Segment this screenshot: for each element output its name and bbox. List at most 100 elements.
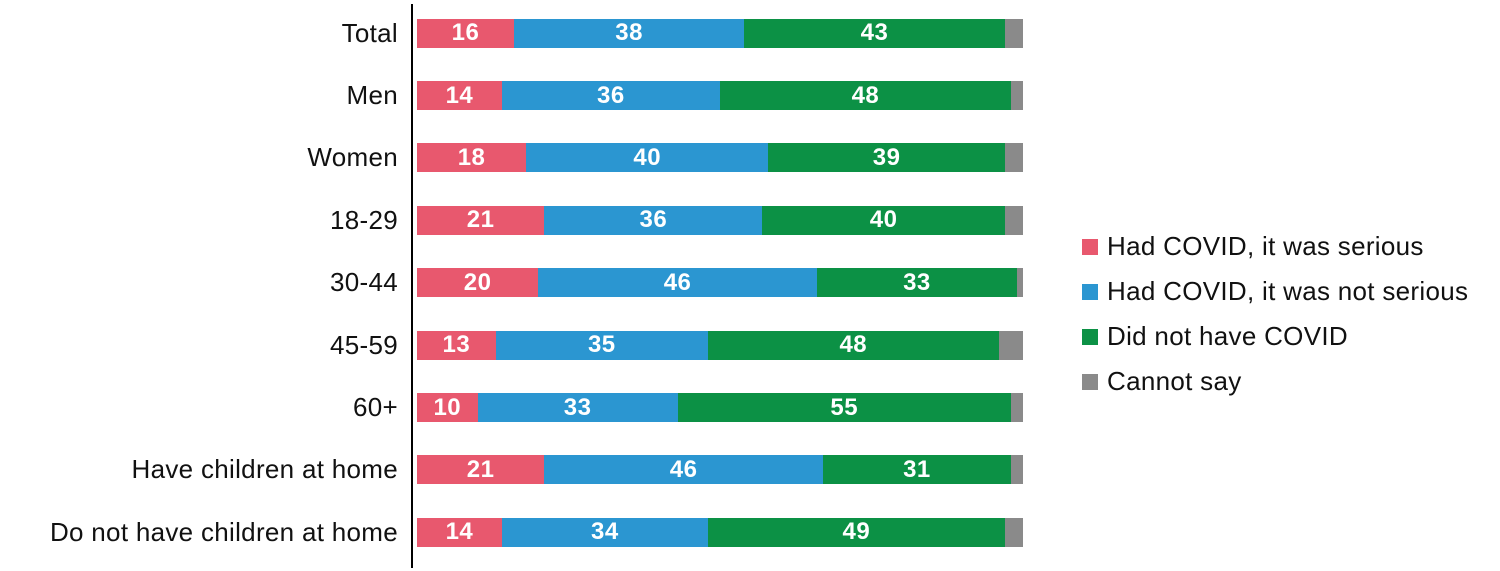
bar-segment: 46 — [544, 455, 823, 485]
chart-row: 45-59 13 35 48 — [0, 314, 1030, 376]
bar-segment: 36 — [544, 205, 763, 235]
segment-value-label: 10 — [433, 393, 462, 421]
bar-segment: 40 — [526, 143, 769, 173]
bar-segment: 13 — [417, 330, 496, 360]
category-label: 60+ — [352, 392, 398, 423]
chart-row: Men 14 36 48 — [0, 64, 1030, 126]
bar-segment — [1016, 268, 1023, 298]
segment-value-label: 34 — [590, 518, 619, 546]
bar-segment: 35 — [495, 330, 708, 360]
bar-segment: 48 — [707, 330, 999, 360]
bar-segment: 36 — [501, 81, 720, 111]
bar-segment — [1004, 517, 1023, 547]
bar-segment: 14 — [417, 517, 502, 547]
chart-row: Do not have children at home 14 34 49 — [0, 501, 1030, 563]
legend-item: Cannot say — [1082, 359, 1468, 404]
stacked-bar: 18 40 39 — [417, 143, 1023, 173]
segment-value-label: 14 — [445, 518, 474, 546]
y-axis-line — [411, 4, 413, 568]
stacked-bar: 20 46 33 — [417, 268, 1023, 298]
chart-legend: Had COVID, it was serious Had COVID, it w… — [1082, 224, 1468, 404]
category-label: Total — [341, 17, 398, 48]
bar-segment: 43 — [744, 18, 1005, 48]
segment-value-label: 48 — [851, 81, 880, 109]
bar-segment — [1010, 393, 1023, 423]
segment-value-label: 35 — [587, 331, 616, 359]
bar-segment: 20 — [417, 268, 539, 298]
bar-segment — [1004, 143, 1023, 173]
legend-label: Had COVID, it was not serious — [1107, 276, 1469, 306]
chart-row: 60+ 10 33 55 — [0, 376, 1030, 438]
chart-rows: Total 16 38 43 Men 14 36 48 Women 18 40 39 18-29 21 36… — [0, 2, 1030, 564]
segment-value-label: 16 — [451, 19, 480, 47]
legend-label: Had COVID, it was serious — [1107, 231, 1424, 261]
segment-value-label: 14 — [445, 81, 474, 109]
legend-item: Had COVID, it was serious — [1082, 224, 1468, 269]
segment-value-label: 39 — [872, 143, 901, 171]
bar-segment: 31 — [823, 455, 1011, 485]
bar-segment: 49 — [707, 517, 1005, 547]
category-label: 18-29 — [330, 204, 398, 235]
stacked-bar: 10 33 55 — [417, 393, 1023, 423]
segment-value-label: 40 — [869, 206, 898, 234]
bar-segment — [1010, 455, 1023, 485]
bar-segment: 48 — [719, 81, 1011, 111]
legend-item: Had COVID, it was not serious — [1082, 269, 1468, 314]
bar-segment: 10 — [417, 393, 478, 423]
stacked-bar: 21 46 31 — [417, 455, 1023, 485]
legend-item: Did not have COVID — [1082, 314, 1468, 359]
bar-segment — [1004, 18, 1023, 48]
stacked-bar: 14 36 48 — [417, 81, 1023, 111]
segment-value-label: 49 — [842, 518, 871, 546]
legend-swatch-icon — [1082, 328, 1098, 345]
segment-value-label: 21 — [466, 455, 495, 483]
stacked-bar: 13 35 48 — [417, 330, 1023, 360]
legend-swatch-icon — [1082, 373, 1098, 390]
chart-row: 18-29 21 36 40 — [0, 189, 1030, 251]
legend-label: Did not have COVID — [1107, 321, 1348, 351]
segment-value-label: 46 — [669, 455, 698, 483]
segment-value-label: 33 — [903, 268, 931, 296]
chart-row: Have children at home 21 46 31 — [0, 439, 1030, 501]
segment-value-label: 20 — [463, 268, 492, 296]
segment-value-label: 36 — [639, 206, 668, 234]
legend-swatch-icon — [1082, 283, 1098, 300]
segment-value-label: 38 — [615, 19, 643, 47]
bar-segment: 33 — [477, 393, 678, 423]
bar-segment: 34 — [501, 517, 708, 547]
bar-segment — [1010, 81, 1023, 111]
bar-segment: 14 — [417, 81, 502, 111]
chart-row: 30-44 20 46 33 — [0, 252, 1030, 314]
category-label: Have children at home — [131, 454, 398, 485]
bar-segment — [998, 330, 1023, 360]
stacked-bar: 21 36 40 — [417, 205, 1023, 235]
segment-value-label: 48 — [839, 331, 868, 359]
bar-segment: 40 — [762, 205, 1005, 235]
bar-segment: 21 — [417, 205, 545, 235]
segment-value-label: 36 — [597, 81, 625, 109]
bar-segment: 55 — [677, 393, 1011, 423]
segment-value-label: 18 — [457, 143, 486, 171]
segment-value-label: 13 — [442, 331, 471, 359]
chart-row: Total 16 38 43 — [0, 2, 1030, 64]
bar-segment: 21 — [417, 455, 545, 485]
stacked-bar: 16 38 43 — [417, 18, 1023, 48]
chart-row: Women 18 40 39 — [0, 127, 1030, 189]
segment-value-label: 46 — [663, 268, 692, 296]
bar-segment: 46 — [538, 268, 817, 298]
bar-segment: 18 — [417, 143, 527, 173]
segment-value-label: 31 — [903, 455, 931, 483]
bar-segment: 38 — [513, 18, 745, 48]
category-label: Do not have children at home — [49, 516, 398, 547]
category-label: Women — [307, 142, 398, 173]
bar-segment: 16 — [417, 18, 514, 48]
bar-segment: 39 — [768, 143, 1005, 173]
segment-value-label: 21 — [466, 206, 495, 234]
category-label: Men — [346, 80, 398, 111]
stacked-bar: 14 34 49 — [417, 517, 1023, 547]
segment-value-label: 55 — [830, 393, 859, 421]
category-label: 45-59 — [330, 329, 398, 360]
category-label: 30-44 — [330, 267, 398, 298]
bar-segment: 33 — [816, 268, 1017, 298]
